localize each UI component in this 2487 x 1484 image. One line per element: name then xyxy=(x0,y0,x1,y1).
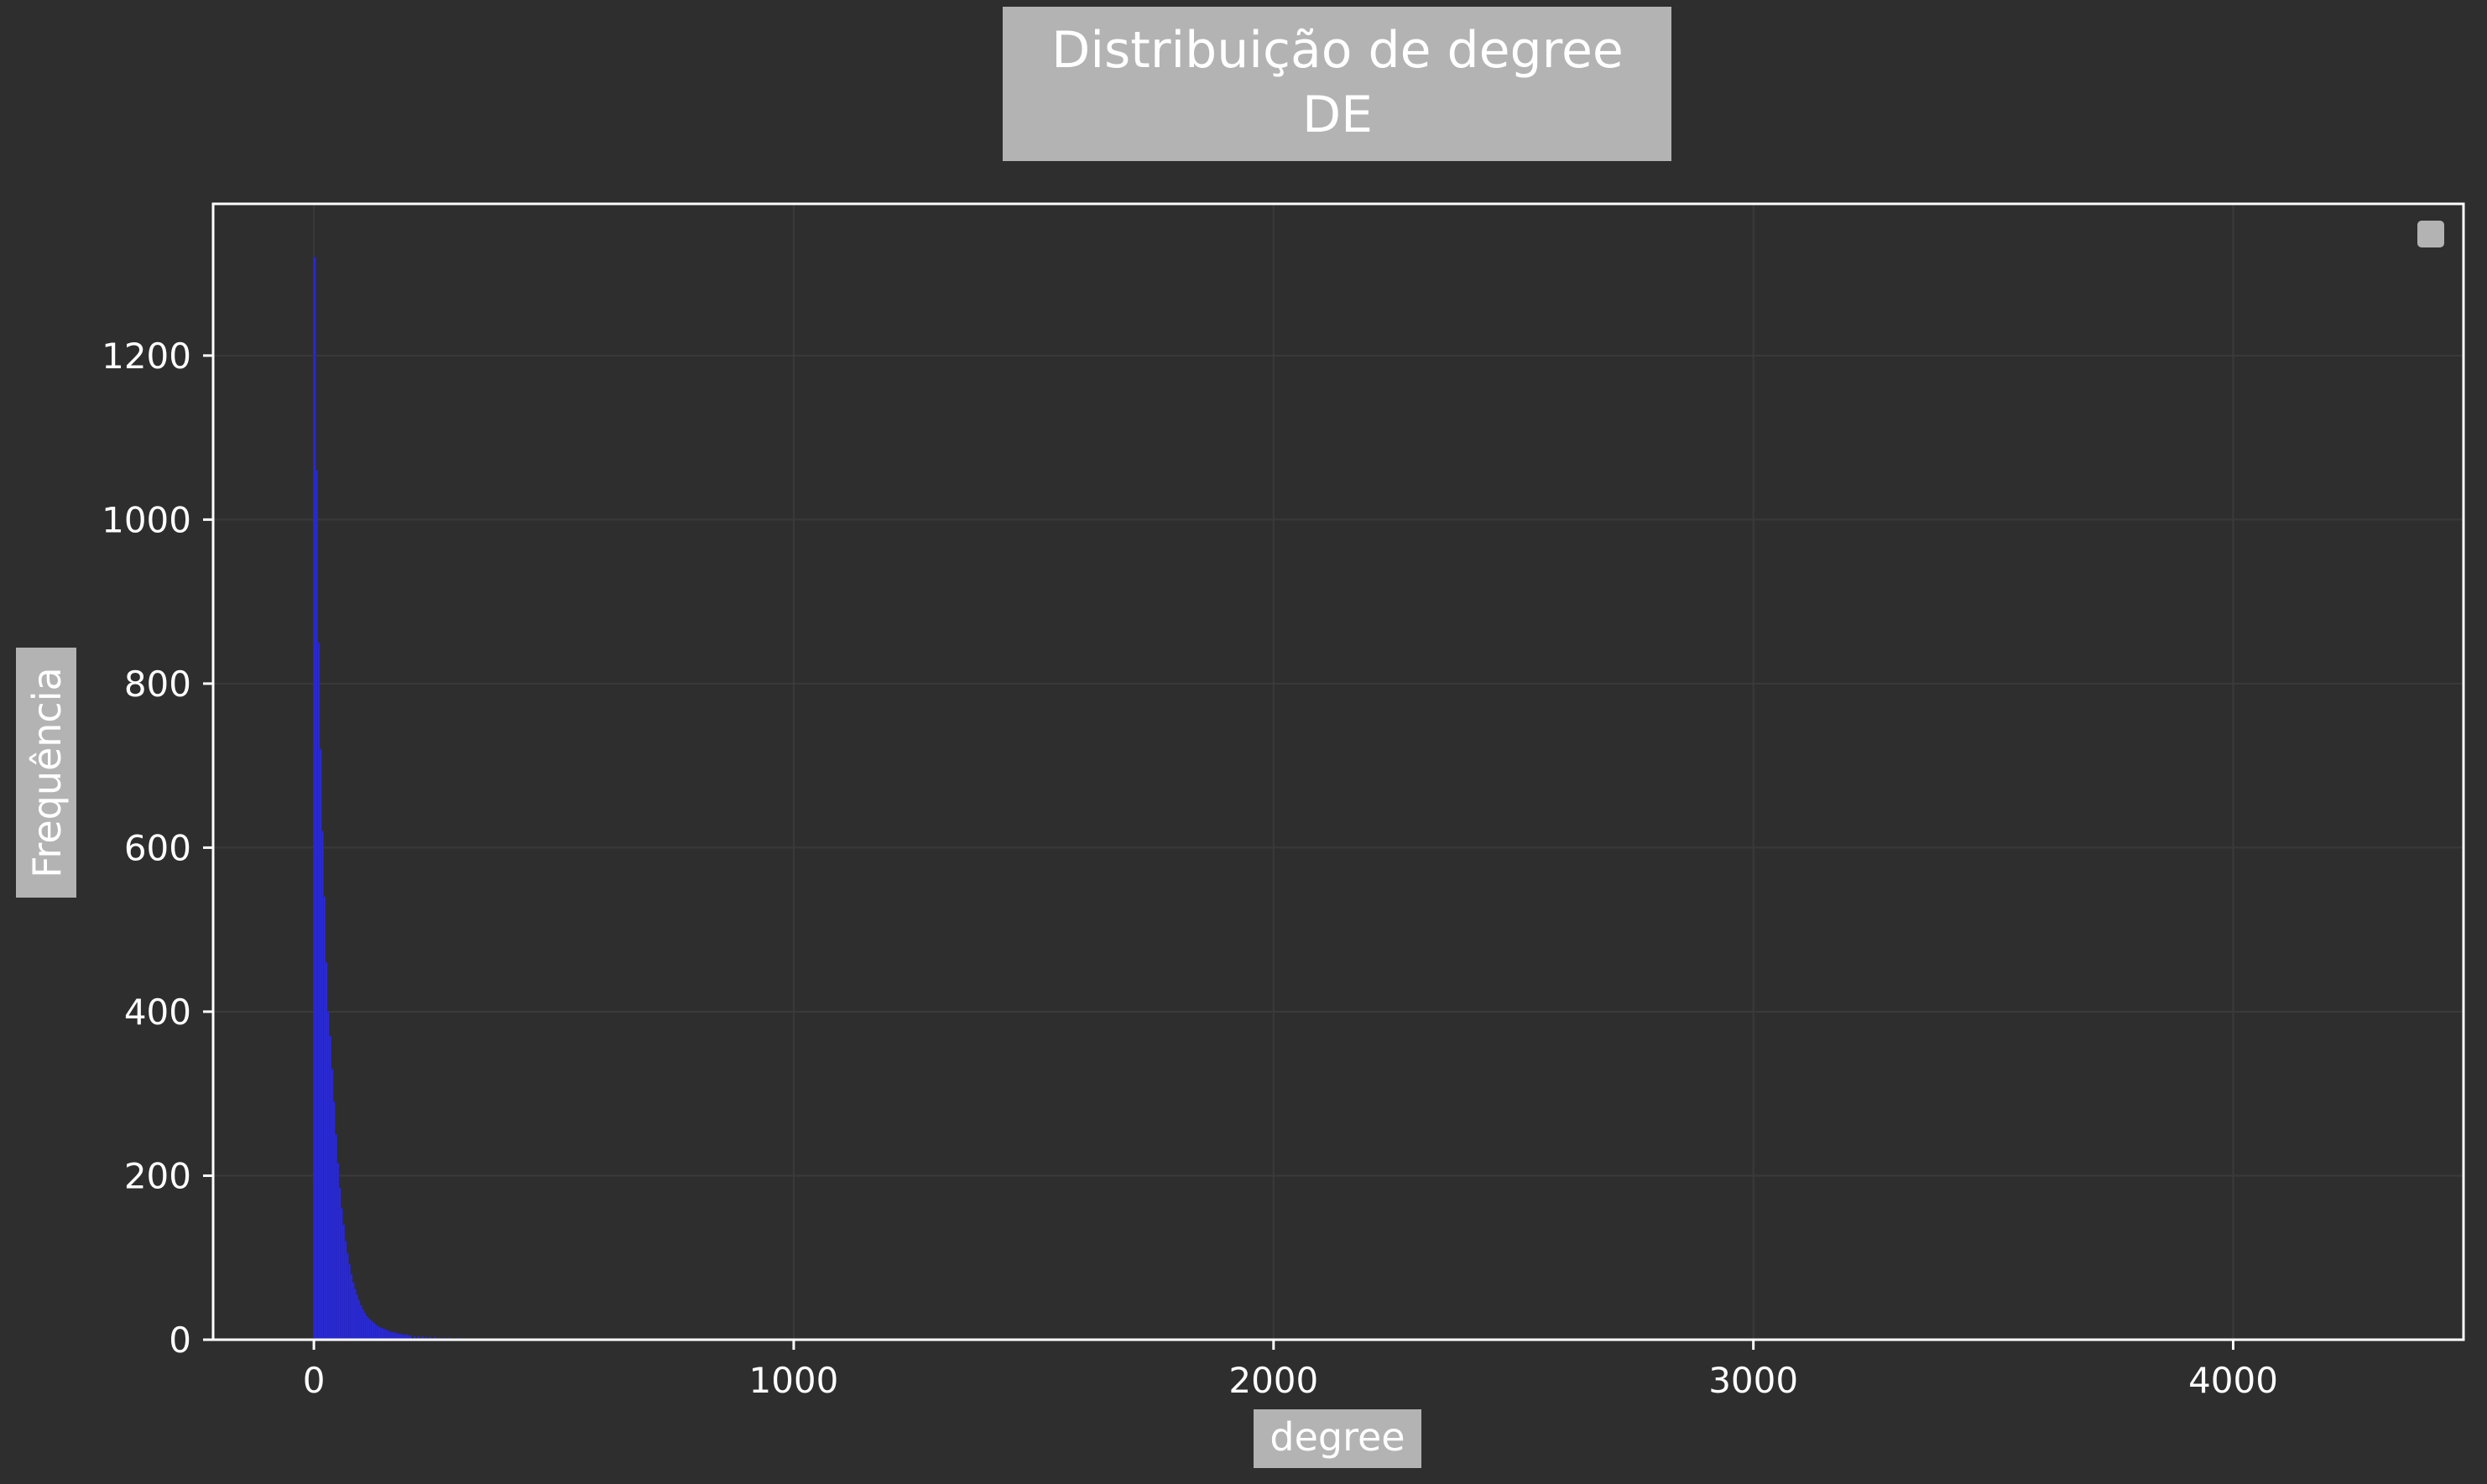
y-axis-label: Frequência xyxy=(24,667,70,877)
grid-lines xyxy=(213,204,2464,1341)
histogram-bar xyxy=(313,257,316,1341)
histogram-bar xyxy=(361,1309,364,1341)
x-tick-label: 1000 xyxy=(748,1360,838,1401)
histogram-bar xyxy=(342,1224,345,1341)
y-axis-label-box: Frequência xyxy=(16,648,76,898)
histogram-bar xyxy=(315,470,318,1341)
x-axis-ticks: 0 1000 2000 3000 4000 xyxy=(303,1340,2278,1401)
histogram-bar xyxy=(321,831,324,1341)
histogram-bar xyxy=(359,1304,362,1341)
x-tick-label: 0 xyxy=(303,1360,326,1401)
x-tick-label: 4000 xyxy=(2188,1360,2278,1401)
y-axis-ticks: 0 200 400 600 800 1000 1200 xyxy=(102,336,213,1361)
histogram-bar xyxy=(369,1320,373,1341)
legend-box xyxy=(2417,221,2444,247)
histogram-bar xyxy=(352,1282,355,1341)
y-tick-label: 400 xyxy=(124,992,191,1033)
x-tick-label: 2000 xyxy=(1228,1360,1318,1401)
histogram-bar xyxy=(336,1163,340,1341)
histogram-bar xyxy=(357,1299,361,1341)
histogram-bar xyxy=(347,1263,351,1341)
histogram-bar xyxy=(334,1134,337,1341)
histogram-bar xyxy=(383,1328,386,1341)
histogram-bar xyxy=(350,1273,353,1341)
histogram-bar xyxy=(384,1329,388,1341)
y-tick-label: 1200 xyxy=(102,336,191,377)
histogram-bar xyxy=(346,1253,349,1341)
histogram-bars xyxy=(313,257,508,1341)
y-tick-label: 600 xyxy=(124,827,191,868)
histogram-bar xyxy=(317,642,321,1341)
histogram-bar xyxy=(374,1325,378,1341)
histogram-bar xyxy=(338,1187,342,1341)
chart-title: Distribuição de degree xyxy=(1051,21,1624,80)
histogram-bar xyxy=(332,1101,336,1341)
chart-title-box: Distribuição de degree DE xyxy=(1003,7,1671,161)
histogram-bar xyxy=(319,748,322,1341)
histogram-bar xyxy=(325,961,328,1341)
histogram-bar xyxy=(331,1069,334,1341)
histogram-bar xyxy=(353,1289,357,1341)
histogram-bar xyxy=(386,1330,389,1341)
histogram-bar xyxy=(329,1035,331,1341)
histogram-bar xyxy=(371,1321,374,1341)
histogram-bar xyxy=(323,896,326,1341)
y-tick-label: 800 xyxy=(124,664,191,705)
histogram-bar xyxy=(373,1323,376,1341)
histogram-bar xyxy=(365,1315,368,1341)
y-tick-label: 200 xyxy=(124,1155,191,1196)
histogram-bar xyxy=(344,1241,347,1341)
histogram-bar xyxy=(378,1327,382,1341)
histogram-bar xyxy=(340,1208,343,1341)
y-tick-label: 1000 xyxy=(102,499,191,540)
histogram-bar xyxy=(377,1326,380,1341)
histogram-bar xyxy=(363,1312,367,1341)
y-tick-label: 0 xyxy=(169,1320,191,1361)
plot-area xyxy=(213,204,2464,1340)
x-tick-label: 3000 xyxy=(1708,1360,1798,1401)
histogram-bar xyxy=(380,1328,383,1341)
histogram-bar xyxy=(326,1011,330,1341)
plot-frame xyxy=(211,202,2465,1341)
histogram-bar xyxy=(367,1318,370,1341)
histogram-bar xyxy=(356,1294,359,1341)
x-axis-label: degree xyxy=(1270,1414,1405,1460)
chart-subtitle: DE xyxy=(1302,86,1373,144)
x-axis-label-box: degree xyxy=(1254,1409,1421,1468)
